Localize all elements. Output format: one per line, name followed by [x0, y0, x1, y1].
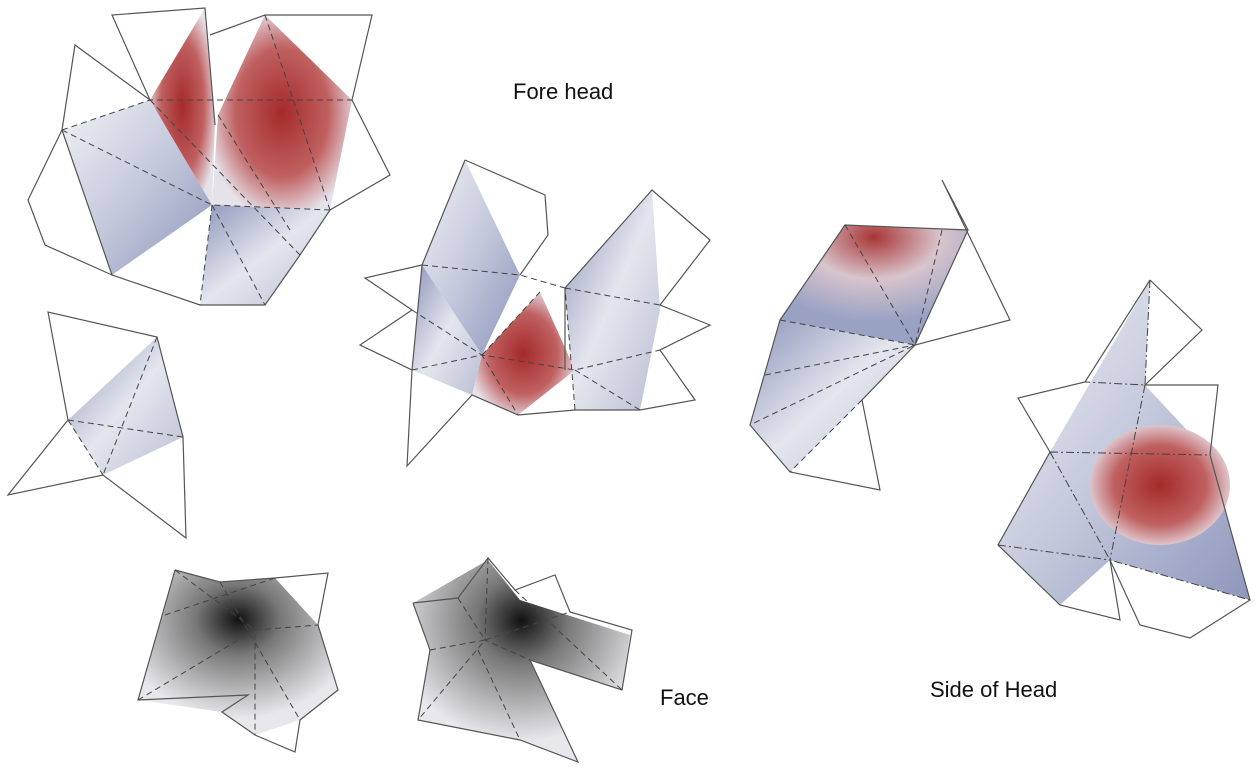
- mesh-cluster: [137, 569, 339, 753]
- edge: [997, 279, 1251, 601]
- region-label: Face: [660, 685, 709, 710]
- edge: [67, 336, 184, 476]
- face-patch: [138, 570, 338, 735]
- mesh-cluster: [749, 179, 1011, 491]
- face-patch: [422, 160, 520, 355]
- color-blob: [1090, 425, 1230, 545]
- mesh-cluster: [997, 279, 1251, 639]
- face-patch: [413, 560, 630, 762]
- edge: [137, 569, 319, 735]
- outline: [61, 129, 113, 276]
- outline: [358, 189, 712, 468]
- face-patch: [200, 205, 330, 305]
- region-label: Side of Head: [930, 677, 1057, 702]
- face-patch: [150, 8, 215, 205]
- edge: [749, 224, 943, 473]
- face-patch: [68, 337, 183, 475]
- outline: [137, 569, 339, 753]
- mesh-cluster: [412, 557, 633, 764]
- face-patch: [62, 100, 212, 275]
- face-patch: [212, 15, 352, 210]
- outline: [997, 279, 1251, 639]
- outline: [464, 159, 549, 276]
- outline: [61, 43, 151, 131]
- face-patch: [412, 265, 482, 395]
- mesh-cluster: [358, 159, 712, 468]
- edge: [61, 14, 352, 306]
- mesh-cluster: [6, 311, 187, 540]
- outline: [749, 179, 1011, 491]
- outline: [111, 7, 216, 126]
- face-patch: [472, 292, 575, 415]
- outline: [6, 311, 187, 540]
- face-patch: [780, 225, 968, 345]
- edge: [411, 264, 661, 416]
- outline: [412, 557, 633, 764]
- face-patch: [750, 320, 915, 472]
- face-patch: [565, 190, 660, 410]
- edge: [417, 557, 623, 741]
- mesh-cluster: [27, 7, 391, 306]
- region-label: Fore head: [513, 79, 613, 104]
